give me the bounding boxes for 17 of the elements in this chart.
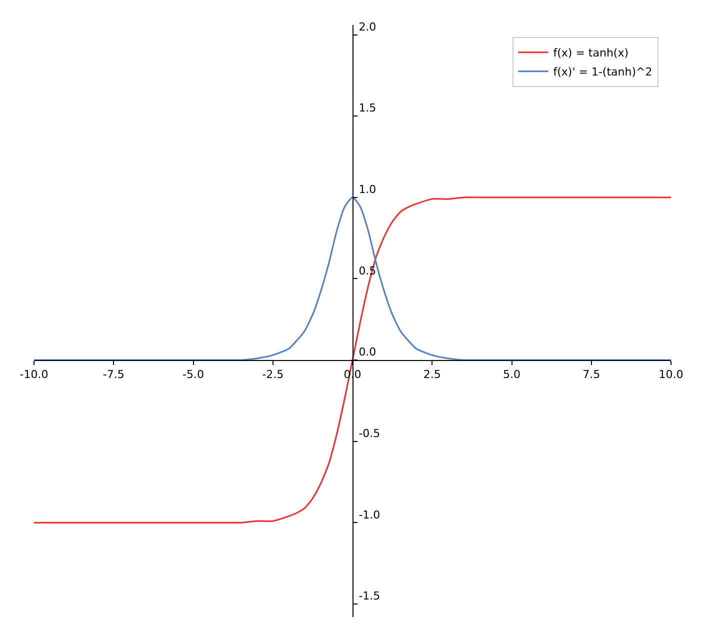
legend-label: f(x)' = 1-(tanh)^2	[553, 66, 652, 79]
y-tick-label: 1.5	[358, 102, 376, 115]
x-tick-label: -5.0	[182, 368, 204, 382]
x-tick-label: -7.5	[102, 368, 124, 382]
y-tick-label: -0.5	[358, 427, 380, 440]
x-tick-label: 5.0	[503, 368, 520, 382]
x-tick-label: 7.5	[582, 368, 600, 382]
y-tick-label: 2.0	[358, 20, 376, 34]
x-tick-label: -10.0	[20, 368, 48, 382]
y-tick-label: -1.0	[358, 508, 380, 522]
legend-label: f(x) = tanh(x)	[553, 46, 629, 60]
y-tick-label: 1.0	[358, 183, 376, 196]
x-tick-label: 2.5	[423, 368, 441, 382]
x-tick-label: -2.5	[262, 368, 284, 382]
x-tick-label: 10.0	[658, 368, 684, 382]
y-tick-label: -1.5	[358, 590, 380, 603]
y-tick-label: 0.0	[358, 346, 376, 359]
